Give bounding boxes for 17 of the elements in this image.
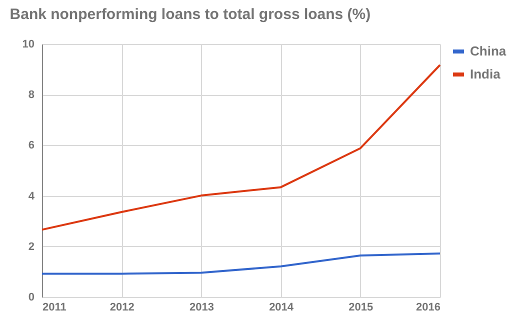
x-tick-label: 2012 <box>110 302 134 314</box>
line-series <box>41 252 441 275</box>
x-tick-label: 2016 <box>416 302 440 314</box>
x-tick-label: 2014 <box>269 302 294 314</box>
line-series <box>41 64 441 231</box>
legend-label: India <box>470 66 502 82</box>
legend-label: China <box>470 44 507 58</box>
x-tick-label: 2015 <box>348 302 374 314</box>
chart-title: Bank nonperforming loans to total gross loans (%) <box>10 6 371 23</box>
y-tick-label: 2 <box>28 240 34 253</box>
y-tick-label: 6 <box>28 140 34 152</box>
y-tick-label: 4 <box>28 190 36 202</box>
x-tick-label: 2013 <box>189 302 214 314</box>
y-tick-label: 8 <box>28 89 34 102</box>
y-tick-label: 10 <box>22 38 34 50</box>
y-tick-label: 0 <box>28 292 34 304</box>
x-tick-label: 2011 <box>42 302 66 314</box>
